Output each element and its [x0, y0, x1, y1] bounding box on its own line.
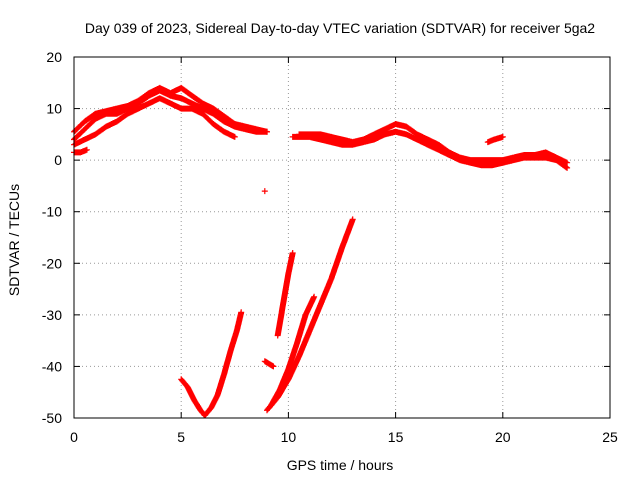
- y-tick-label: -50: [42, 410, 62, 426]
- x-axis-label: GPS time / hours: [287, 457, 394, 473]
- series-dip-curve: [178, 309, 245, 419]
- series-short-segment: [261, 358, 277, 370]
- x-tick-label: 0: [70, 429, 78, 445]
- point-markers: [261, 188, 268, 195]
- plot-frame: [73, 56, 611, 419]
- x-tick-label: 5: [177, 429, 185, 445]
- series-rise-line-3: [274, 250, 296, 339]
- series-isolated-point: [261, 188, 268, 195]
- series-late-upper-b: [296, 121, 571, 166]
- x-tick-label: 15: [388, 429, 404, 445]
- y-tick-label: -40: [42, 358, 62, 374]
- y-axis-label: SDTVAR / TECUs: [6, 184, 22, 296]
- point-markers: [274, 250, 296, 339]
- point-markers: [261, 358, 277, 370]
- y-tick-label: -30: [42, 307, 62, 323]
- x-tick-label: 10: [281, 429, 297, 445]
- point-markers: [296, 121, 571, 166]
- y-tick-label: -10: [42, 204, 62, 220]
- tick-labels: 0 5 10 15 20 25 -50 -40 -30 -20 -10 0 10 20: [42, 49, 618, 445]
- point-markers: [484, 133, 506, 146]
- series-late-upper-c: [484, 133, 506, 146]
- point-markers: [178, 309, 245, 419]
- point-markers: [268, 293, 318, 409]
- chart-title: Day 039 of 2023, Sidereal Day-to-day VTE…: [85, 20, 595, 36]
- series-rise-line-2: [268, 293, 318, 409]
- y-tick-label: 10: [46, 101, 62, 117]
- grid: [74, 57, 610, 418]
- x-tick-label: 25: [602, 429, 618, 445]
- y-tick-label: 0: [54, 152, 62, 168]
- y-tick-label: 20: [46, 49, 62, 65]
- y-tick-label: -20: [42, 255, 62, 271]
- ticks: [73, 56, 611, 419]
- data-points: [71, 84, 571, 419]
- x-tick-label: 20: [495, 429, 511, 445]
